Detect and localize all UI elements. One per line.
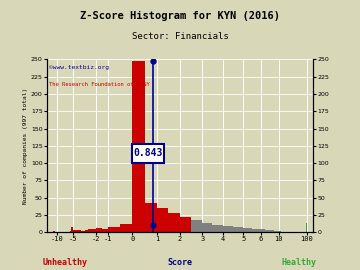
- Bar: [73, 230, 77, 232]
- Text: 0.843: 0.843: [134, 148, 163, 158]
- Bar: [67, 231, 68, 232]
- Bar: [58, 231, 60, 232]
- Bar: [279, 231, 280, 232]
- Bar: [274, 231, 276, 232]
- Bar: [157, 208, 168, 232]
- Bar: [243, 228, 252, 232]
- Text: Healthy: Healthy: [281, 258, 316, 266]
- Bar: [270, 230, 272, 232]
- Bar: [77, 230, 81, 232]
- Bar: [168, 213, 180, 232]
- Bar: [279, 231, 280, 232]
- Bar: [233, 227, 243, 232]
- Bar: [68, 231, 70, 232]
- Bar: [223, 226, 233, 232]
- Bar: [96, 228, 102, 232]
- Bar: [279, 231, 280, 232]
- Bar: [70, 231, 72, 232]
- Bar: [306, 222, 307, 232]
- Bar: [102, 229, 108, 232]
- Bar: [252, 229, 261, 232]
- Text: Score: Score: [167, 258, 193, 266]
- Bar: [276, 231, 279, 232]
- Bar: [272, 230, 274, 232]
- Bar: [92, 229, 96, 232]
- Bar: [280, 231, 281, 232]
- Bar: [132, 61, 145, 232]
- Bar: [120, 224, 132, 232]
- Bar: [202, 222, 212, 232]
- Y-axis label: Number of companies (997 total): Number of companies (997 total): [23, 88, 28, 204]
- Text: Z-Score Histogram for KYN (2016): Z-Score Histogram for KYN (2016): [80, 11, 280, 21]
- Bar: [280, 231, 281, 232]
- Bar: [279, 231, 280, 232]
- Bar: [279, 231, 280, 232]
- Bar: [108, 227, 120, 232]
- Bar: [65, 231, 67, 232]
- Bar: [57, 231, 58, 232]
- Bar: [55, 231, 57, 232]
- Bar: [265, 230, 267, 232]
- Bar: [85, 230, 89, 232]
- Bar: [263, 230, 265, 232]
- Bar: [280, 231, 281, 232]
- FancyBboxPatch shape: [132, 144, 164, 163]
- Bar: [180, 217, 191, 232]
- Bar: [62, 231, 63, 232]
- Bar: [63, 231, 65, 232]
- Bar: [145, 203, 157, 232]
- Bar: [89, 230, 92, 232]
- Bar: [60, 231, 62, 232]
- Bar: [72, 227, 73, 232]
- Text: ©www.textbiz.org: ©www.textbiz.org: [49, 65, 109, 70]
- Bar: [267, 230, 270, 232]
- Text: Sector: Financials: Sector: Financials: [132, 32, 228, 41]
- Bar: [81, 231, 85, 232]
- Bar: [261, 230, 263, 232]
- Text: Unhealthy: Unhealthy: [42, 258, 87, 266]
- Bar: [191, 220, 202, 232]
- Text: The Research Foundation of SUNY: The Research Foundation of SUNY: [49, 82, 150, 87]
- Bar: [306, 224, 307, 232]
- Bar: [53, 231, 55, 232]
- Bar: [212, 225, 223, 232]
